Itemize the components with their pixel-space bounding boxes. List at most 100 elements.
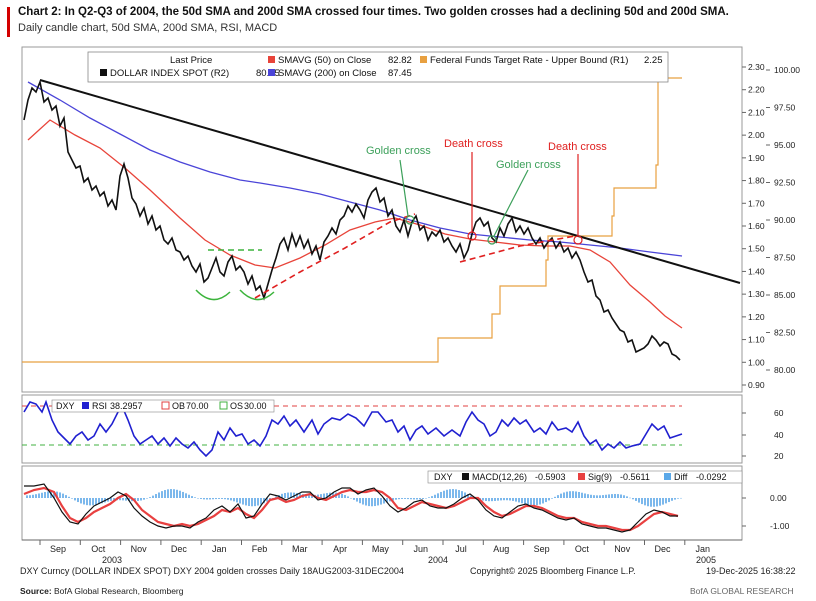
macd-diff-bar	[626, 496, 628, 498]
macd-diff-bar	[101, 498, 103, 504]
macd-diff-bar	[266, 498, 268, 502]
legend-sma50-label: SMAVG (50) on Close	[278, 55, 371, 66]
sma200-line	[27, 81, 683, 257]
macd-diff-bar	[644, 498, 646, 506]
macd-diff-bar	[374, 498, 376, 507]
macd-diff-bar	[512, 498, 514, 501]
macd-legend: DXY MACD(12,26) -0.5903 Sig(9) -0.5611 D…	[427, 470, 743, 484]
rsi-tick-label: 20	[774, 451, 784, 461]
r2-tick-label: 82.50	[774, 328, 796, 338]
legend-last-price: Last Price	[170, 55, 212, 66]
macd-diff-bar	[674, 498, 676, 500]
macd-diff-bar	[209, 498, 211, 500]
macd-diff-bar	[65, 495, 67, 498]
macd-diff-bar	[446, 489, 448, 498]
x-year-label: 2003	[102, 555, 122, 565]
macd-diff-bar	[662, 498, 664, 505]
r2-tick-label: 95.00	[774, 140, 796, 150]
r1-tick-label: 1.90	[748, 153, 765, 163]
rsi-ob-swatch	[161, 401, 170, 410]
rsi-tick-label: 60	[774, 408, 784, 418]
macd-diff-bar	[233, 498, 235, 502]
x-tick-label: Jul	[455, 544, 467, 554]
rsi-os-label: OS	[230, 401, 243, 411]
macd-diff-bar	[245, 498, 247, 506]
macd-diff-bar	[44, 492, 46, 498]
macd-diff-bar	[653, 498, 655, 507]
macd-diff-bar	[575, 491, 577, 498]
legend-sma200-label: SMAVG (200) on Close	[278, 68, 377, 79]
macd-diff-bar	[80, 498, 82, 504]
death-cross-1-label: Death cross	[444, 138, 503, 150]
macd-diff-bar	[173, 489, 175, 498]
r2-tick-label: 90.00	[774, 215, 796, 225]
footer-timestamp: 19-Dec-2025 16:38:22	[706, 566, 796, 576]
legend-dollar-label: DOLLAR INDEX SPOT (R2)	[110, 68, 229, 79]
rsi-line	[23, 399, 683, 458]
macd-diff-bar	[563, 492, 565, 498]
red-uptrend-dashed-2	[459, 235, 576, 263]
macd-diff-bar	[167, 489, 169, 498]
macd-diff-bar	[572, 491, 574, 498]
legend-sma200-swatch	[268, 69, 275, 76]
macd-value: -0.5903	[535, 472, 566, 482]
x-tick-label: Sep	[50, 544, 66, 554]
rsi-ob-label: OB	[172, 401, 185, 411]
macd-diff-bar	[437, 493, 439, 498]
r2-tick-label: 85.00	[774, 290, 796, 300]
r1-tick-label: 0.90	[748, 380, 765, 390]
x-tick-label: Nov	[131, 544, 148, 554]
r1-tick-label: 2.30	[748, 62, 765, 72]
macd-diff-bar	[671, 498, 673, 501]
footer-source: Source: BofA Global Research, Bloomberg	[20, 586, 183, 596]
macd-diff-bar	[407, 498, 409, 500]
r1-tick-label: 1.10	[748, 335, 765, 345]
macd-diff-bar	[308, 494, 310, 498]
macd-diff-bar	[368, 498, 370, 507]
macd-diff-bar	[239, 498, 241, 504]
macd-diff-bar	[668, 498, 670, 503]
macd-diff-bar	[206, 498, 208, 500]
macd-diff-bar	[518, 498, 520, 503]
macd-diff-bar	[284, 493, 286, 498]
macd-diff-bar	[170, 489, 172, 498]
macd-tick-label: 0.00	[770, 493, 787, 503]
macd-diff-bar	[596, 495, 598, 498]
macd-diff-bar	[95, 498, 97, 505]
macd-diff-bar	[392, 498, 394, 501]
macd-diff-bar	[68, 496, 70, 498]
macd-diff-bar	[584, 493, 586, 498]
macd-diff-bar	[659, 498, 661, 506]
macd-diff-bar	[293, 492, 295, 498]
macd-diff-bar	[611, 494, 613, 498]
macd-diff-bar	[536, 498, 538, 506]
macd-diff-bar	[413, 498, 415, 500]
macd-diff-bar	[353, 498, 355, 500]
macd-diff-value: -0.0292	[696, 472, 727, 482]
macd-diff-bar	[422, 498, 424, 499]
golden-cross-2-arrow	[493, 169, 529, 237]
macd-diff-bar	[188, 494, 190, 498]
r1-tick-label: 1.60	[748, 221, 765, 231]
macd-diff-bar	[260, 498, 262, 505]
rsi-axis: 60 40 20	[742, 408, 784, 461]
macd-diff-bar	[467, 494, 469, 498]
macd-diff-bar	[539, 498, 541, 505]
macd-diff-bar	[605, 494, 607, 498]
macd-diff-bar	[419, 498, 421, 500]
macd-diff-bar	[140, 498, 142, 501]
macd-diff-bar	[494, 498, 496, 501]
macd-diff-bar	[656, 498, 658, 507]
r2-tick-label: 100.00	[774, 65, 800, 75]
x-tick-label: Nov	[614, 544, 631, 554]
macd-diff-bar	[326, 493, 328, 498]
macd-diff-bar	[410, 498, 412, 500]
fed-funds-step-line	[22, 77, 682, 363]
r1-tick-label: 1.80	[748, 176, 765, 186]
macd-diff-bar	[71, 498, 73, 499]
rsi-swatch	[82, 402, 89, 409]
macd-diff-bar	[488, 498, 490, 502]
macd-diff-bar	[350, 498, 352, 499]
macd-diff-bar	[455, 489, 457, 498]
rsi-os-swatch	[219, 401, 228, 410]
